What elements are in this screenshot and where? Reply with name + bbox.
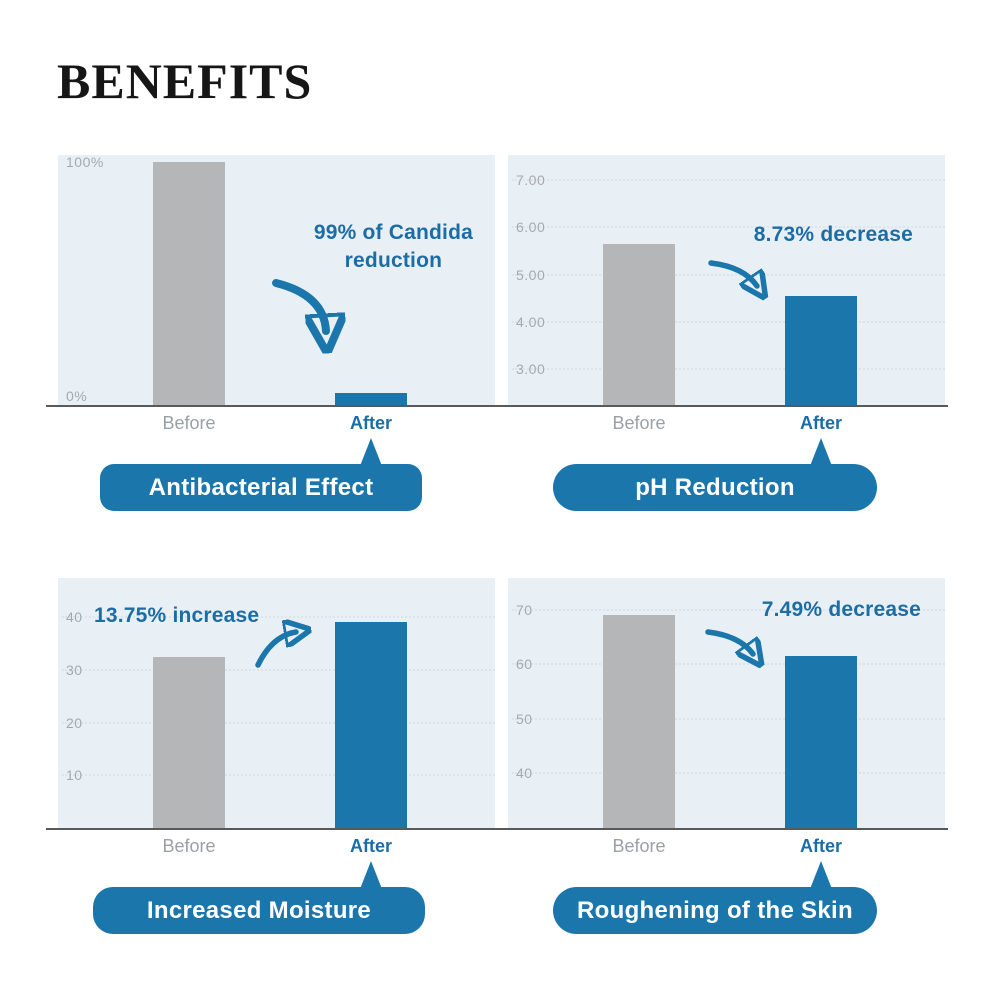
x-axis-labels: Before After [58, 405, 495, 435]
before-label: Before [162, 836, 216, 856]
gridline [512, 663, 945, 666]
y-tick-label: 60 [516, 656, 533, 673]
gridline [62, 616, 495, 619]
after-label: After [349, 413, 392, 433]
chart-title-callout: Roughening of the Skin [508, 858, 945, 940]
annotation-candida-reduction: 99% of Candida reduction [314, 219, 473, 276]
chart-title-callout: Increased Moisture [58, 858, 495, 940]
y-tick-label: 5.00 [516, 266, 546, 283]
chart-roughening-of-skin: 70 60 50 40 7.49% decrease Before After … [496, 578, 948, 940]
before-label: Before [162, 413, 216, 433]
y-tick-label: 40 [66, 609, 83, 626]
y-tick-label: 3.00 [516, 361, 546, 378]
gridline [512, 179, 945, 182]
gridline [62, 774, 495, 777]
after-label: After [349, 836, 392, 856]
before-bar [153, 162, 225, 405]
gridline [512, 717, 945, 720]
chart-title-callout: pH Reduction [508, 435, 945, 517]
page-title: BENEFITS [57, 53, 313, 109]
gridline [512, 368, 945, 371]
after-label: After [799, 413, 842, 433]
callout-pointer-icon [810, 438, 832, 466]
callout-pointer-icon [360, 861, 382, 889]
gridline [512, 226, 945, 229]
plot-area-roughening: 70 60 50 40 7.49% decrease [496, 578, 948, 830]
annotation-line: 99% of Candida [313, 221, 473, 244]
decrease-arrow-icon [705, 629, 945, 828]
y-tick-label: 70 [516, 601, 533, 618]
before-bar [603, 615, 675, 828]
gridline [512, 608, 945, 611]
y-tick-label: 4.00 [516, 313, 546, 330]
before-bar [153, 656, 225, 828]
x-axis-labels: Before After [508, 828, 945, 858]
y-tick-label: 30 [66, 661, 83, 678]
decrease-arrow-icon [272, 279, 495, 405]
x-axis-labels: Before After [508, 405, 945, 435]
before-label: Before [612, 836, 666, 856]
after-bar [785, 656, 857, 828]
before-label: Before [612, 413, 666, 433]
x-axis-labels: Before After [58, 828, 495, 858]
y-tick-label: 20 [66, 714, 83, 731]
after-bar [335, 622, 407, 828]
annotation-line: 7.49% decrease [761, 598, 921, 621]
callout-pointer-icon [360, 438, 382, 466]
chart-ph-reduction: 7.00 6.00 5.00 4.00 3.00 8.73% decrease … [496, 155, 948, 517]
gridline [62, 721, 495, 724]
y-tick-label: 50 [516, 710, 533, 727]
gridline [512, 772, 945, 775]
callout-pointer-icon [810, 861, 832, 889]
y-tick-label: 7.00 [516, 172, 546, 189]
y-tick-label: 0% [66, 387, 88, 404]
gridline [512, 273, 945, 276]
chart-title-pill: Roughening of the Skin [553, 887, 877, 934]
x-axis-line [46, 405, 498, 407]
plot-area-moisture: 40 30 20 10 13.75% increase [46, 578, 498, 830]
chart-title-pill: Increased Moisture [93, 887, 425, 934]
annotation-line: reduction [344, 249, 443, 273]
x-axis-line [46, 828, 498, 830]
plot-area-ph: 7.00 6.00 5.00 4.00 3.00 8.73% decrease [496, 155, 948, 407]
chart-increased-moisture: 40 30 20 10 13.75% increase Before After… [46, 578, 498, 940]
after-bar [335, 393, 407, 405]
chart-antibacterial-effect: 100% 0% 99% of Candida reduction Before … [46, 154, 498, 517]
annotation-ph-decrease: 8.73% decrease [754, 221, 913, 249]
y-tick-label: 100% [66, 154, 104, 170]
annotation-line: 13.75% increase [94, 604, 260, 627]
chart-title-callout: Antibacterial Effect [58, 435, 495, 517]
increase-arrow-icon [255, 578, 495, 668]
x-axis-line [496, 405, 948, 407]
y-tick-label: 40 [516, 765, 533, 782]
annotation-roughening-decrease: 7.49% decrease [762, 596, 921, 624]
annotation-moisture-increase: 13.75% increase [94, 602, 259, 630]
gridline [62, 668, 495, 671]
gridline [512, 320, 945, 323]
x-axis-line [496, 828, 948, 830]
chart-title-pill: Antibacterial Effect [100, 464, 422, 511]
decrease-arrow-icon [708, 260, 945, 405]
plot-area-antibacterial: 100% 0% 99% of Candida reduction [46, 154, 498, 407]
chart-title-pill: pH Reduction [553, 464, 877, 511]
y-tick-label: 10 [66, 767, 83, 784]
after-label: After [799, 836, 842, 856]
after-bar [785, 295, 857, 405]
before-bar [603, 243, 675, 405]
y-tick-label: 6.00 [516, 219, 546, 236]
annotation-line: 8.73% decrease [753, 223, 913, 246]
